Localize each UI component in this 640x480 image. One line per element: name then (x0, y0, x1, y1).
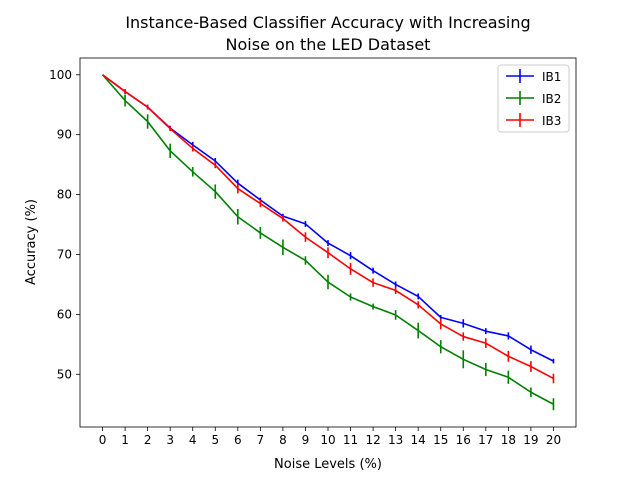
x-tick-label: 12 (365, 433, 380, 447)
legend-item: IB3 (506, 113, 561, 128)
series-ib3 (102, 74, 555, 384)
x-tick-label: 8 (279, 433, 287, 447)
y-axis-label: Accuracy (%) (24, 199, 39, 285)
y-tick-label: 70 (57, 247, 72, 261)
y-axis: 50 60 70 80 90 100 (49, 68, 80, 381)
plot-area (79, 57, 577, 428)
x-tick-label: 18 (501, 433, 516, 447)
x-tick-label: 1 (121, 433, 129, 447)
legend-label: IB3 (542, 114, 561, 128)
x-tick-label: 10 (320, 433, 335, 447)
legend-label: IB2 (542, 92, 561, 106)
x-tick-label: 14 (411, 433, 426, 447)
legend-item: IB1 (506, 69, 561, 84)
legend-item: IB2 (506, 91, 561, 106)
x-tick-label: 6 (234, 433, 242, 447)
x-tick-label: 13 (388, 433, 403, 447)
x-tick-label: 0 (99, 433, 107, 447)
y-tick-label: 50 (57, 367, 72, 381)
x-tick-label: 19 (523, 433, 538, 447)
x-axis-label: Noise Levels (%) (274, 457, 382, 472)
x-tick-label: 3 (166, 433, 174, 447)
x-tick-label: 5 (211, 433, 219, 447)
legend-label: IB1 (542, 70, 561, 84)
x-tick-label: 11 (343, 433, 358, 447)
legend: IB1 IB2 IB3 (497, 64, 570, 133)
x-tick-label: 9 (302, 433, 310, 447)
series-ib2 (101, 74, 555, 411)
x-tick-label: 15 (433, 433, 448, 447)
chart-title-line-1: Instance-Based Classifier Accuracy with … (125, 13, 530, 32)
x-axis: 0 1 2 3 4 5 6 7 8 9 10 11 12 13 14 15 16 17 18 19 20 (99, 427, 561, 447)
x-tick-label: 7 (257, 433, 265, 447)
y-tick-label: 100 (49, 68, 72, 82)
x-tick-label: 4 (189, 433, 197, 447)
x-tick-label: 20 (546, 433, 561, 447)
x-tick-label: 2 (144, 433, 152, 447)
y-tick-label: 60 (57, 307, 72, 321)
y-tick-label: 80 (57, 188, 72, 202)
chart-title-line-2: Noise on the LED Dataset (226, 35, 431, 54)
y-tick-label: 90 (57, 128, 72, 142)
x-tick-label: 16 (456, 433, 471, 447)
x-tick-label: 17 (478, 433, 493, 447)
